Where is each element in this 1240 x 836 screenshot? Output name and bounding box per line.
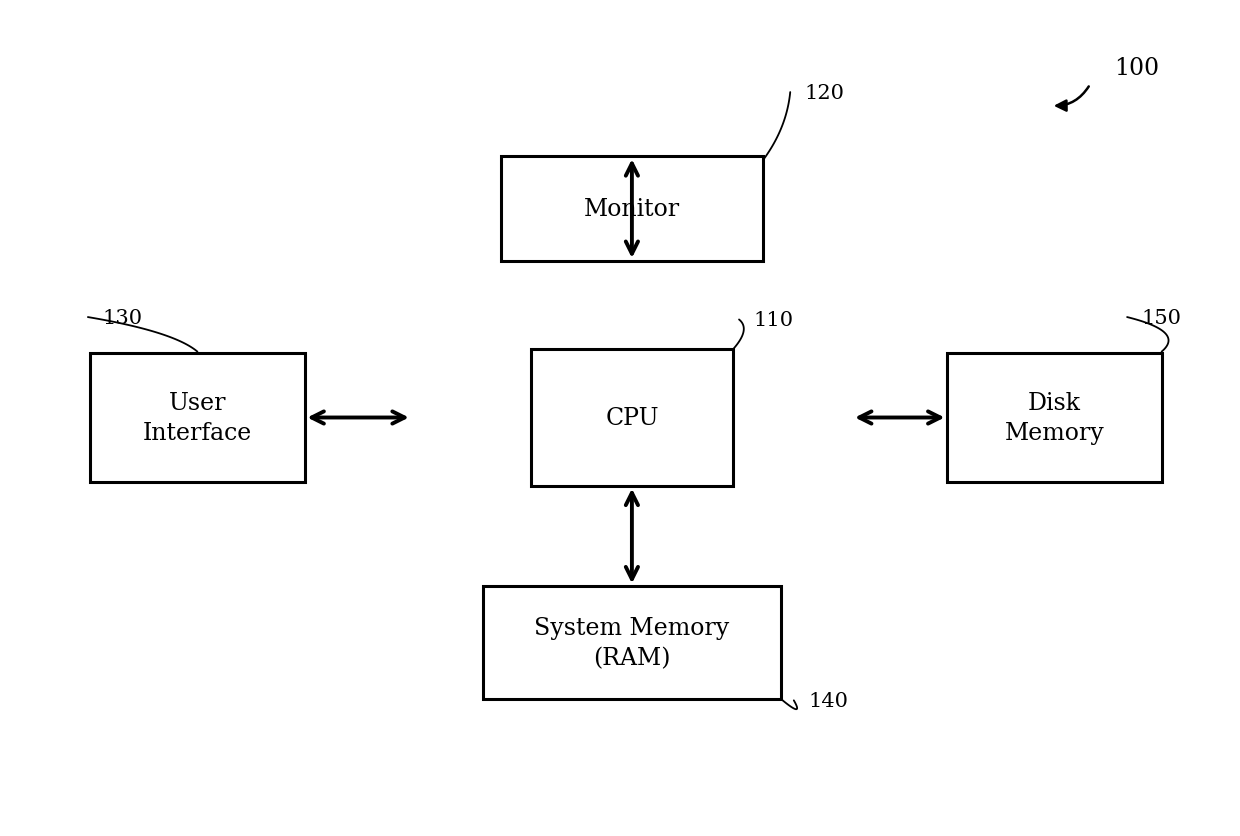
Text: System Memory
(RAM): System Memory (RAM) [534, 616, 729, 670]
Text: 100: 100 [1114, 58, 1159, 80]
Text: Disk
Memory: Disk Memory [1004, 391, 1105, 445]
Text: User
Interface: User Interface [143, 391, 252, 445]
Bar [501, 157, 763, 262]
Bar [947, 354, 1162, 482]
Text: 150: 150 [1141, 308, 1182, 327]
Text: 110: 110 [754, 311, 794, 329]
Text: 140: 140 [808, 691, 848, 710]
Text: CPU: CPU [605, 406, 658, 430]
Text: 130: 130 [102, 308, 143, 327]
Bar [91, 354, 305, 482]
Text: 120: 120 [805, 84, 844, 103]
Text: Monitor: Monitor [584, 198, 680, 221]
Bar [484, 587, 781, 699]
Bar [531, 349, 733, 487]
